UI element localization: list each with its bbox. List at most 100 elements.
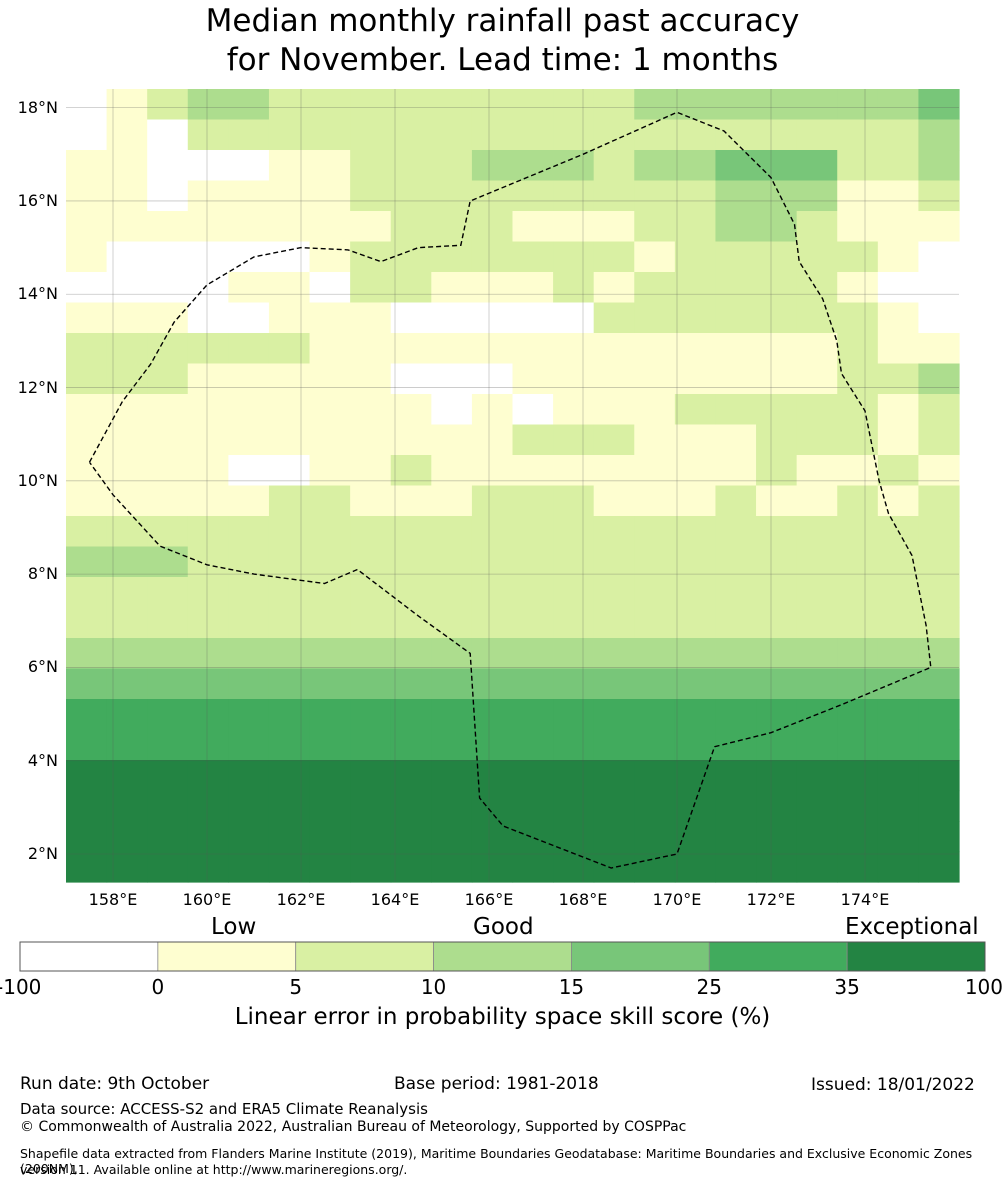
skill-cell — [350, 119, 392, 151]
skill-cell — [512, 363, 554, 395]
skill-cell — [471, 699, 514, 731]
skill-cell — [512, 607, 554, 639]
skill-cell — [796, 363, 838, 395]
skill-cell — [512, 272, 554, 304]
skill-cell — [837, 89, 879, 121]
skill-cell — [553, 394, 595, 426]
skill-cell — [350, 150, 392, 182]
skill-cell — [106, 455, 148, 487]
skill-cell — [796, 302, 838, 334]
x-tick-label: 162°E — [276, 890, 326, 909]
skill-cell — [674, 211, 717, 243]
skill-cell — [512, 790, 554, 822]
skill-cell — [350, 729, 392, 761]
skill-cell — [918, 821, 960, 853]
skill-cell — [634, 180, 676, 212]
skill-cell — [309, 638, 351, 670]
skill-cell — [187, 180, 229, 212]
skill-cell — [837, 851, 879, 883]
skill-cell — [147, 668, 189, 700]
skill-cell — [106, 699, 148, 731]
skill-cell — [837, 577, 879, 609]
skill-cell — [715, 729, 757, 761]
skill-cell — [634, 211, 676, 243]
skill-cell — [674, 455, 717, 487]
skill-cell — [390, 302, 432, 334]
skill-cell — [553, 760, 595, 792]
skill-cell — [918, 485, 960, 517]
skill-cell — [471, 211, 514, 243]
skill-cell — [593, 760, 635, 792]
skill-cell — [390, 821, 432, 853]
skill-cell — [471, 119, 514, 151]
skill-cell — [756, 760, 798, 792]
skill-cell — [756, 668, 798, 700]
skill-cell — [918, 394, 960, 426]
skill-cell — [147, 89, 189, 121]
skill-cell — [674, 485, 717, 517]
skill-cell — [66, 729, 108, 761]
skill-cell — [471, 516, 514, 548]
skill-cell — [106, 607, 148, 639]
skill-cell — [268, 89, 311, 121]
skill-cell — [228, 760, 270, 792]
skill-cell — [756, 546, 798, 578]
skill-cell — [877, 455, 920, 487]
skill-cell — [512, 119, 554, 151]
skill-cell — [268, 302, 311, 334]
skill-cell — [837, 302, 879, 334]
skill-cell — [431, 363, 473, 395]
skill-cell — [390, 729, 432, 761]
skill-cell — [634, 363, 676, 395]
skill-cell — [147, 180, 189, 212]
skill-cell — [147, 638, 189, 670]
skill-cell — [66, 638, 108, 670]
skill-cell — [471, 363, 514, 395]
skill-cell — [471, 638, 514, 670]
skill-cell — [350, 699, 392, 731]
skill-cell — [228, 455, 270, 487]
skill-cell — [309, 546, 351, 578]
colorbar-tick-label: 25 — [696, 975, 722, 999]
colorbar-tick-label: 10 — [420, 975, 447, 999]
skill-cell — [593, 851, 635, 883]
skill-cell — [553, 150, 595, 182]
skill-cell — [837, 790, 879, 822]
skill-cell — [431, 272, 473, 304]
skill-cell — [147, 241, 189, 273]
skill-cell — [228, 638, 270, 670]
skill-cell — [553, 272, 595, 304]
skill-cell — [512, 638, 554, 670]
skill-cell — [147, 607, 189, 639]
skill-cell — [674, 363, 717, 395]
skill-cell — [390, 607, 432, 639]
skill-cell — [66, 424, 108, 456]
skill-cell — [106, 272, 148, 304]
skill-cell — [837, 516, 879, 548]
skill-cell — [390, 485, 432, 517]
skill-cells — [66, 89, 960, 883]
skill-cell — [309, 821, 351, 853]
skill-cell — [471, 272, 514, 304]
skill-cell — [553, 546, 595, 578]
skill-cell — [187, 760, 229, 792]
skill-cell — [634, 241, 676, 273]
skill-cell — [796, 455, 838, 487]
skill-cell — [512, 211, 554, 243]
skill-cell — [66, 150, 108, 182]
skill-cell — [877, 821, 920, 853]
skill-cell — [147, 577, 189, 609]
skill-cell — [593, 241, 635, 273]
skill-cell — [837, 760, 879, 792]
skill-cell — [106, 638, 148, 670]
skill-cell — [431, 89, 473, 121]
skill-cell — [674, 150, 717, 182]
skill-cell — [918, 302, 960, 334]
skill-cell — [674, 89, 717, 121]
skill-cell — [593, 668, 635, 700]
x-tick-label: 172°E — [746, 890, 796, 909]
skill-cell — [837, 211, 879, 243]
skill-cell — [106, 89, 148, 121]
skill-cell — [471, 89, 514, 121]
skill-cell — [350, 180, 392, 212]
